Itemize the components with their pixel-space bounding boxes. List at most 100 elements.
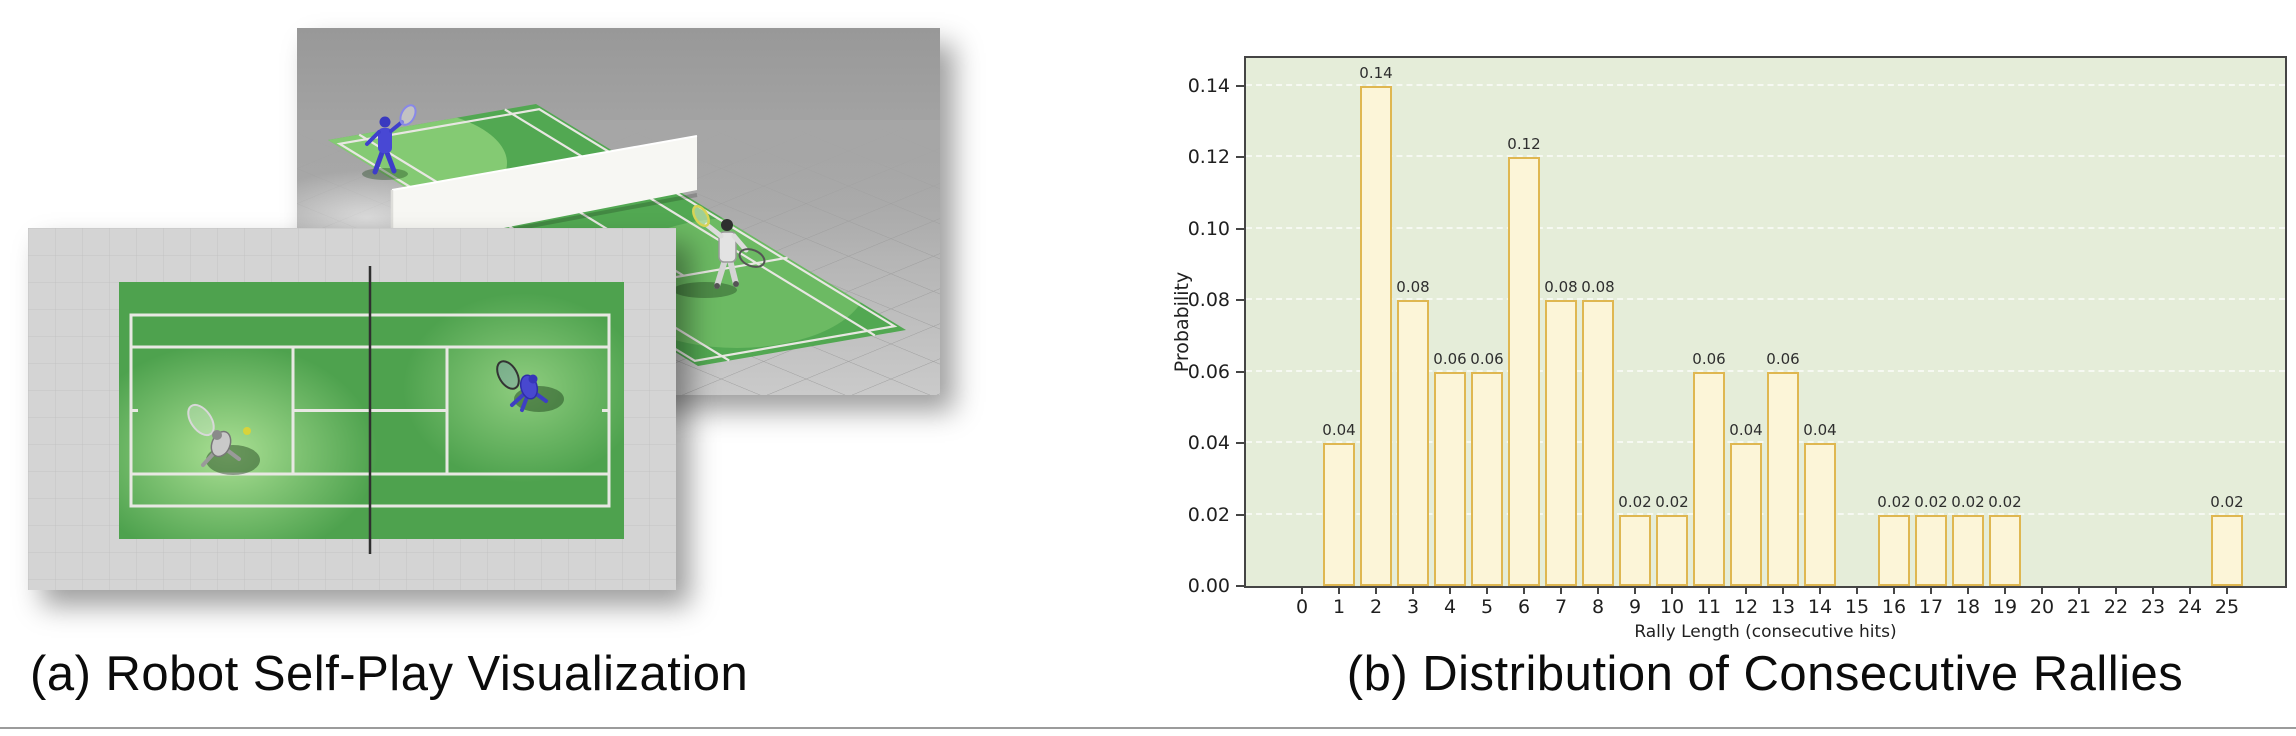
x-tick-mark [1523,586,1525,594]
net-3d [392,136,697,250]
white-robot-3d [673,204,766,298]
y-tick-mark [1236,513,1244,516]
gridline [1246,83,2285,86]
bar-value-label: 0.02 [1914,492,1948,511]
x-tick-label: 21 [2066,596,2092,618]
x-tick-label: 24 [2177,596,2203,618]
x-tick-label: 18 [1955,596,1981,618]
histogram-bar [1804,443,1836,586]
bar-value-label: 0.02 [1877,492,1911,511]
y-tick-mark [1236,299,1244,301]
bar-value-label: 0.06 [1692,349,1726,368]
x-tick-mark [2189,586,2191,594]
y-axis-label: Probability [1171,271,1193,373]
bar-value-label: 0.06 [1470,349,1504,368]
y-tick-label: 0.02 [1187,503,1230,526]
x-tick-mark [2041,586,2043,594]
x-tick-label: 23 [2140,596,2166,618]
x-tick-label: 9 [1628,596,1642,618]
bar-value-label: 0.12 [1507,135,1541,153]
x-tick-mark [1486,586,1488,594]
x-tick-mark [1412,586,1414,594]
x-tick-mark [1708,586,1710,594]
histogram-bar [2211,514,2243,586]
histogram-bar [1471,371,1503,586]
bar-value-label: 0.14 [1359,63,1393,82]
x-tick-mark [1745,586,1747,594]
x-tick-mark [2078,586,2080,594]
rally-histogram-plot: Probability Rally Length (consecutive hi… [1171,56,2287,642]
x-tick-mark [2226,586,2228,594]
y-tick-label: 0.12 [1187,146,1230,168]
court-light-left [119,343,378,539]
x-tick-label: 1 [1332,596,1346,618]
x-tick-label: 7 [1554,596,1568,618]
y-tick-label: 0.14 [1187,74,1230,97]
bar-value-label: 0.06 [1433,349,1467,368]
bar-value-label: 0.02 [1988,492,2022,511]
tennis-ball [243,427,251,435]
x-axis-label: Rally Length (consecutive hits) [1634,622,1897,642]
histogram-bar [1989,514,2021,586]
blue-robot-shadow [362,168,408,180]
x-tick-mark [1782,586,1784,594]
y-tick-mark [1236,227,1244,230]
white-robot-racket-low [738,248,766,268]
y-tick-label: 0.04 [1187,432,1230,454]
bar-value-label: 0.04 [1729,421,1763,439]
blue-robot-3d [362,104,417,180]
gridline [1246,226,2285,229]
gridline [1246,512,2285,515]
x-tick-label: 13 [1770,596,1796,618]
histogram-bar [1619,514,1651,586]
gridline [1246,369,2285,372]
histogram-bar [1323,443,1355,586]
bar-value-label: 0.06 [1766,349,1800,368]
bar-value-label: 0.02 [1655,492,1689,511]
gridline [1246,155,2285,157]
x-tick-mark [1597,586,1599,594]
x-tick-label: 0 [1295,596,1309,618]
x-tick-label: 12 [1733,596,1759,618]
gray-robot-racket [187,403,215,437]
x-tick-label: 2 [1369,596,1383,618]
histogram-bar [1360,85,1392,586]
bar-value-label: 0.04 [1322,421,1356,439]
histogram-bar [1656,514,1688,586]
x-tick-label: 5 [1480,596,1494,618]
caption-b: (b) Distribution of Consecutive Rallies [1346,647,2184,701]
topdown-scene [28,228,676,590]
white-robot-shadow [673,282,737,298]
x-tick-mark [1634,586,1636,594]
x-tick-label: 19 [1992,596,2018,618]
histogram-bar [1508,157,1540,586]
white-robot-racket [692,204,710,228]
blue-robot-topdown [496,360,564,412]
x-tick-mark [2152,586,2154,594]
histogram-bar [1397,300,1429,586]
bar-value-label: 0.08 [1544,278,1578,296]
x-tick-label: 17 [1918,596,1944,618]
x-tick-mark [1819,586,1821,594]
y-tick-mark [1236,370,1244,373]
histogram-bar [1582,300,1614,586]
histogram-bar [1693,371,1725,586]
histogram-bar [1545,300,1577,586]
y-tick-mark [1236,442,1244,444]
y-tick-label: 0.10 [1187,217,1230,240]
gray-robot-topdown [187,403,260,475]
x-tick-label: 4 [1443,596,1457,618]
x-tick-mark [1449,586,1451,594]
x-tick-mark [1375,586,1377,594]
histogram-bar [1915,514,1947,586]
x-tick-label: 22 [2103,596,2129,618]
x-tick-label: 14 [1807,596,1833,618]
y-tick-mark [1236,156,1244,158]
y-tick-label: 0.06 [1187,360,1230,383]
x-tick-label: 10 [1659,596,1685,618]
x-tick-label: 15 [1844,596,1870,618]
bar-value-label: 0.02 [1951,492,1985,511]
bar-value-label: 0.02 [1618,492,1652,511]
x-tick-label: 6 [1517,596,1531,618]
